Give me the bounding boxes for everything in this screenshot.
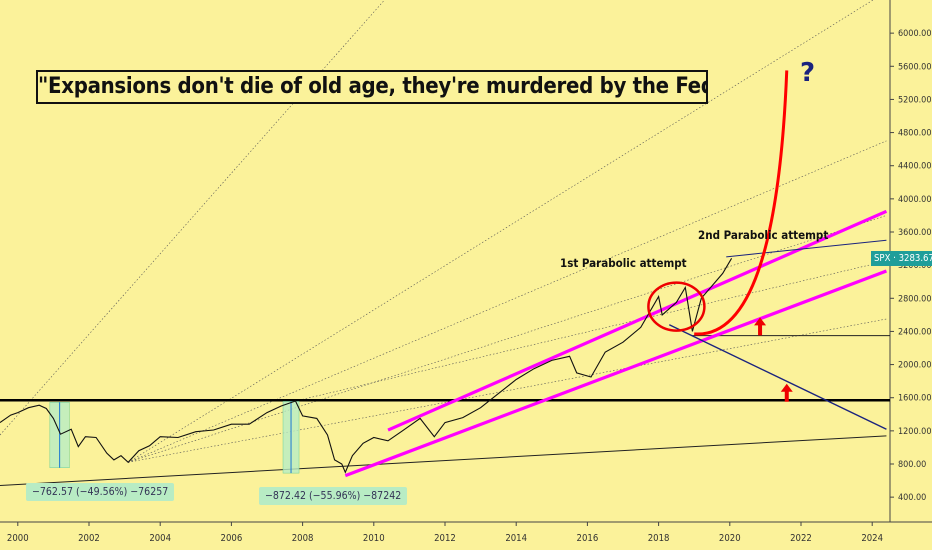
x-tick-label: 2002	[78, 533, 100, 544]
x-tick-label: 2020	[719, 533, 741, 544]
fan-line	[0, 0, 385, 436]
question-mark-annotation: ?	[800, 58, 816, 88]
x-tick-label: 2014	[505, 533, 527, 544]
x-tick-label: 2018	[648, 533, 670, 544]
long-term-trendline	[0, 435, 887, 487]
spx-price-line	[0, 258, 733, 474]
chart-title: "Expansions don't die of old age, they'r…	[36, 70, 708, 104]
y-tick-label: 4400.00	[898, 162, 931, 172]
y-tick-label: 5200.00	[898, 95, 931, 105]
y-tick-label: 3600.00	[898, 228, 931, 238]
y-tick-label: 400.00	[898, 493, 926, 503]
channel-upper	[387, 209, 888, 432]
drawdown-label-2008: −872.42 (−55.96%) −87242	[259, 487, 408, 505]
price-tag-value: 3283.67	[898, 253, 932, 264]
channel-lower	[344, 269, 888, 478]
y-tick-label: 4000.00	[898, 195, 931, 205]
breakdown-trendline	[668, 324, 887, 430]
x-tick-label: 2006	[221, 533, 243, 544]
price-tag: SPX · 3283.67	[871, 251, 932, 266]
x-tick-label: 2008	[292, 533, 314, 544]
red-up-arrow	[780, 383, 793, 402]
parabolic-curve	[694, 70, 789, 336]
x-tick-label: 2000	[7, 533, 29, 544]
y-tick-label: 3200.00	[898, 261, 931, 271]
y-tick-label: 800.00	[898, 460, 926, 470]
highlight-circle-2018	[647, 281, 706, 332]
upper-trendline	[726, 239, 887, 258]
annotation-2nd-parabolic: 2nd Parabolic attempt	[698, 228, 829, 242]
y-tick-label: 4800.00	[898, 129, 931, 139]
y-tick-label: 2000.00	[898, 361, 931, 371]
x-tick-label: 2016	[577, 533, 599, 544]
y-tick-label: 1200.00	[898, 427, 931, 437]
x-tick-label: 2012	[434, 533, 456, 544]
price-tag-symbol: SPX	[874, 253, 891, 264]
annotation-1st-parabolic: 1st Parabolic attempt	[560, 256, 687, 270]
fan-line	[128, 140, 887, 463]
x-tick-label: 2010	[363, 533, 385, 544]
fan-line	[295, 260, 887, 402]
red-up-arrow	[754, 317, 767, 336]
drawdown-label-2001: −762.57 (−49.56%) −76257	[26, 483, 175, 501]
x-tick-label: 2024	[861, 533, 883, 544]
y-tick-label: 6000.00	[898, 29, 931, 39]
x-tick-label: 2004	[149, 533, 171, 544]
y-tick-label: 2800.00	[898, 294, 931, 304]
y-tick-label: 5600.00	[898, 62, 931, 72]
fan-line	[128, 318, 887, 463]
y-tick-label: 2400.00	[898, 327, 931, 337]
x-tick-label: 2022	[790, 533, 812, 544]
y-tick-label: 1600.00	[898, 394, 931, 404]
